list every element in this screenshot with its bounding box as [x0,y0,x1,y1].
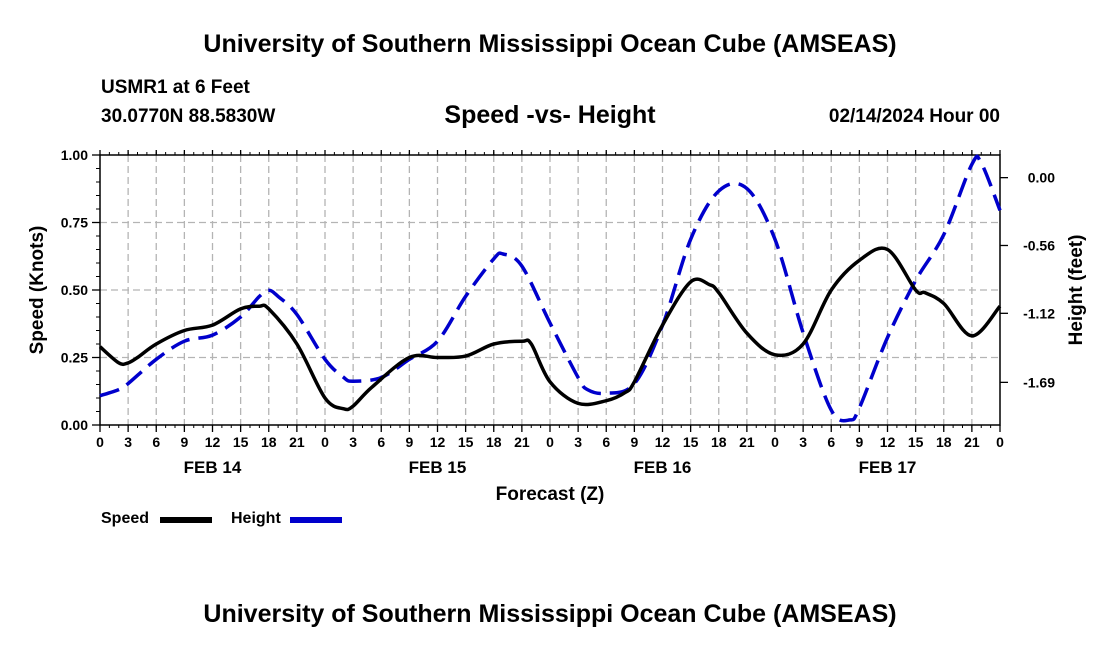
x-tick-label: 15 [458,434,474,450]
x-tick-label: 21 [289,434,305,450]
x-tick-label: 9 [855,434,863,450]
x-tick-label: 18 [261,434,277,450]
x-tick-label: 0 [771,434,779,450]
legend-height-label: Height [231,510,281,527]
y-tick-label: 0.50 [61,282,88,298]
x-tick-label: 12 [655,434,671,450]
x-tick-label: 18 [711,434,727,450]
x-tick-label: 21 [514,434,530,450]
day-label: FEB 16 [634,458,692,477]
x-tick-label: 9 [405,434,413,450]
x-tick-label: 21 [739,434,755,450]
y-tick-label: 0.25 [61,350,88,366]
y2-tick-label: 0.00 [1028,170,1055,186]
y-tick-label: 1.00 [61,147,88,163]
y2-tick-label: -1.69 [1023,374,1055,390]
axis-labels: 0 3 6 9 12 15 18 21 0 3 6 9 12 15 18 21 0 3 6 9 12 15 18 21 0 3 6 9… [61,147,1055,477]
y-axis-label: Speed (Knots) [27,226,48,355]
x-tick-label: 0 [996,434,1004,450]
x-tick-label: 18 [936,434,952,450]
ticks [92,150,1008,432]
x-tick-label: 12 [880,434,896,450]
x-tick-label: 12 [430,434,446,450]
main-title: University of Southern Mississippi Ocean… [203,30,897,58]
x-tick-label: 0 [546,434,554,450]
x-tick-label: 18 [486,434,502,450]
day-label: FEB 15 [409,458,467,477]
x-tick-label: 3 [799,434,807,450]
x-tick-label: 9 [180,434,188,450]
x-tick-label: 3 [349,434,357,450]
x-tick-label: 3 [574,434,582,450]
grid [100,155,1000,425]
x-tick-label: 12 [205,434,221,450]
x-tick-label: 6 [152,434,160,450]
forecast-date: 02/14/2024 Hour 00 [828,106,1000,127]
x-tick-label: 0 [96,434,104,450]
x-axis-label: Forecast (Z) [496,484,605,505]
legend-speed-label: Speed [101,510,150,527]
y2-tick-label: -1.12 [1023,305,1055,321]
height-series-line [99,154,1002,423]
y2-tick-label: -0.56 [1023,237,1055,253]
x-tick-label: 3 [124,434,132,450]
x-tick-label: 15 [683,434,699,450]
footer-title: University of Southern Mississippi Ocean… [203,600,897,628]
y-tick-label: 0.00 [61,417,88,433]
station-label: USMR1 at 6 Feet [101,77,250,98]
x-tick-label: 6 [827,434,835,450]
coordinates-label: 30.0770N 88.5830W [101,106,276,127]
legend-speed-swatch [160,517,212,523]
legend-height-swatch [290,517,342,523]
speed-series-line [98,246,1002,412]
x-tick-label: 0 [321,434,329,450]
y-tick-label: 0.75 [61,215,88,231]
x-tick-label: 9 [630,434,638,450]
day-label: FEB 17 [859,458,917,477]
chart-subtitle: Speed -vs- Height [444,101,656,129]
y2-axis-label: Height (feet) [1066,235,1087,346]
x-tick-label: 15 [908,434,924,450]
day-label: FEB 14 [184,458,242,477]
x-tick-label: 15 [233,434,249,450]
x-tick-label: 6 [602,434,610,450]
x-tick-label: 6 [377,434,385,450]
x-tick-label: 21 [964,434,980,450]
